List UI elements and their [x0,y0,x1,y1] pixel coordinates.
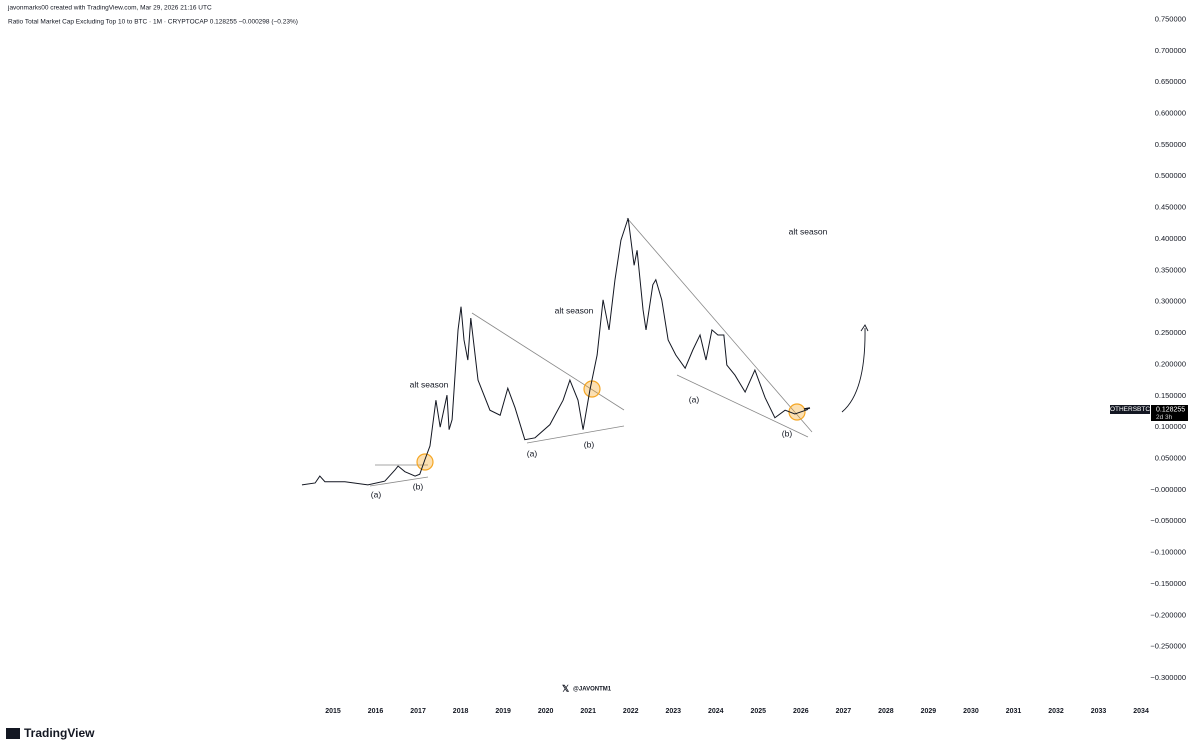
watermark: @JAVONTM1 [573,687,612,693]
y-tick-label: −0.050000 [1150,516,1186,525]
arrow-head [860,324,869,332]
x-tick-label: 2020 [538,708,554,715]
y-tick-label: 0.100000 [1155,422,1186,431]
y-tick-label: 0.150000 [1155,391,1186,400]
x-tick-label: 2016 [368,708,384,715]
x-tick-label: 2023 [665,708,681,715]
logo-icon [6,728,20,739]
y-tick-label: −0.300000 [1150,673,1186,682]
annotation: (a) [689,394,700,404]
x-tick-label: 2017 [410,708,426,715]
annotation: (b) [413,481,424,491]
small-arrow [803,407,811,410]
y-tick-label: 0.600000 [1155,109,1186,118]
annotation: (a) [527,448,538,458]
x-logo: 𝕏 [562,683,570,693]
x-tick-label: 2018 [453,708,469,715]
x-tick-label: 2015 [325,708,341,715]
tag-value: 0.128255 [1156,406,1185,413]
x-tick-label: 2021 [580,708,596,715]
trend-line [369,476,429,487]
y-tick-label: 0.350000 [1155,265,1186,274]
x-tick-label: 2034 [1133,708,1149,715]
annotation: (a) [371,489,382,499]
annotation: alt season [410,379,449,389]
symbol-line: Ratio Total Market Cap Excluding Top 10 … [8,19,298,26]
y-tick-label: 0.400000 [1155,234,1186,243]
x-tick-label: 2025 [751,708,767,715]
x-tick-label: 2029 [921,708,937,715]
tag-countdown: 2d 3h [1156,414,1173,421]
x-tick-label: 2032 [1048,708,1064,715]
tag-name: OTHERSBTC [1110,406,1150,413]
logo-text[interactable]: TradingView [24,726,95,740]
trend-line [676,374,809,438]
x-tick-label: 2030 [963,708,979,715]
highlight [583,380,601,398]
y-tick-label: 0.200000 [1155,359,1186,368]
highlight [788,403,806,421]
x-tick-label: 2031 [1006,708,1022,715]
annotation: alt season [555,305,594,315]
projection-arrow [841,327,866,413]
x-tick-label: 2022 [623,708,639,715]
trend-line [626,217,813,433]
tag-value-bg [1151,405,1188,421]
annotation: (b) [584,439,595,449]
tag-name-bg [1110,405,1150,414]
x-tick-label: 2033 [1091,708,1107,715]
y-tick-label: −0.250000 [1150,642,1186,651]
y-tick-label: −0.200000 [1150,610,1186,619]
x-tick-label: 2028 [878,708,894,715]
y-tick-label: 0.300000 [1155,297,1186,306]
x-tick-label: 2027 [836,708,852,715]
y-tick-label: 0.700000 [1155,46,1186,55]
x-tick-label: 2024 [708,708,724,715]
annotation: (b) [782,428,793,438]
y-tick-label: 0.650000 [1155,77,1186,86]
y-tick-label: −0.150000 [1150,579,1186,588]
x-tick-label: 2019 [495,708,511,715]
y-tick-label: 0.450000 [1155,203,1186,212]
y-tick-label: 0.500000 [1155,171,1186,180]
trend-line [526,425,625,444]
x-tick-label: 2026 [793,708,809,715]
annotation: alt season [789,226,828,236]
y-tick-label: 0.550000 [1155,140,1186,149]
y-tick-label: −0.100000 [1150,548,1186,557]
series-line [301,218,809,486]
credit: javonmarks00 created with TradingView.co… [7,5,212,12]
highlight [416,453,434,471]
y-tick-label: 0.050000 [1155,453,1186,462]
y-tick-label: −0.000000 [1150,485,1186,494]
y-tick-label: 0.750000 [1155,14,1186,23]
y-tick-label: 0.250000 [1155,328,1186,337]
